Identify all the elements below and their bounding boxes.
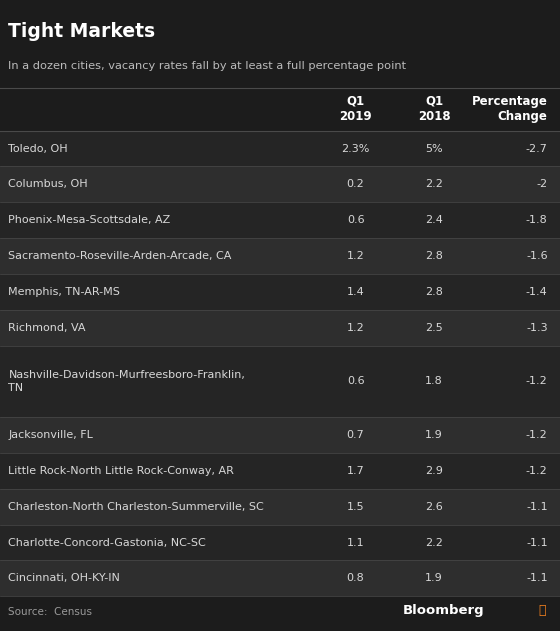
Text: Percentage
Change: Percentage Change — [472, 95, 548, 124]
Bar — [0, 346, 560, 417]
Text: 1.2: 1.2 — [347, 322, 365, 333]
Text: -1.4: -1.4 — [526, 287, 548, 297]
Text: Source:  Census: Source: Census — [8, 607, 92, 617]
Text: -1.3: -1.3 — [526, 322, 548, 333]
Bar — [0, 167, 560, 203]
Bar — [0, 131, 560, 167]
Text: 0.6: 0.6 — [347, 376, 365, 386]
Text: Columbus, OH: Columbus, OH — [8, 179, 88, 189]
Bar — [0, 274, 560, 310]
Text: 1.8: 1.8 — [425, 376, 443, 386]
Text: Charleston-North Charleston-Summerville, SC: Charleston-North Charleston-Summerville,… — [8, 502, 264, 512]
Text: 2.5: 2.5 — [425, 322, 443, 333]
Text: -1.1: -1.1 — [526, 502, 548, 512]
Bar — [0, 417, 560, 453]
Bar — [0, 489, 560, 524]
Text: 1.7: 1.7 — [347, 466, 365, 476]
Text: 2.8: 2.8 — [425, 251, 443, 261]
Text: 2.8: 2.8 — [425, 287, 443, 297]
Text: Charlotte-Concord-Gastonia, NC-SC: Charlotte-Concord-Gastonia, NC-SC — [8, 538, 206, 548]
Text: Richmond, VA: Richmond, VA — [8, 322, 86, 333]
Text: -1.8: -1.8 — [526, 215, 548, 225]
Text: 2.6: 2.6 — [425, 502, 443, 512]
Bar — [0, 310, 560, 346]
Text: -1.2: -1.2 — [526, 376, 548, 386]
Text: Tight Markets: Tight Markets — [8, 22, 156, 41]
Text: 0.2: 0.2 — [347, 179, 365, 189]
Bar — [0, 453, 560, 489]
Bar — [0, 203, 560, 238]
Text: Phoenix-Mesa-Scottsdale, AZ: Phoenix-Mesa-Scottsdale, AZ — [8, 215, 171, 225]
Text: 1.2: 1.2 — [347, 251, 365, 261]
Text: Nashville-Davidson-Murfreesboro-Franklin,
TN: Nashville-Davidson-Murfreesboro-Franklin… — [8, 370, 245, 392]
Text: -1.2: -1.2 — [526, 466, 548, 476]
Text: Bloomberg: Bloomberg — [403, 604, 485, 617]
Text: -2: -2 — [536, 179, 548, 189]
Text: 2.2: 2.2 — [425, 538, 443, 548]
Text: 1.9: 1.9 — [425, 574, 443, 584]
Text: -1.6: -1.6 — [526, 251, 548, 261]
Text: 2.9: 2.9 — [425, 466, 443, 476]
Text: 0.6: 0.6 — [347, 215, 365, 225]
Text: 1.4: 1.4 — [347, 287, 365, 297]
Bar — [0, 560, 560, 596]
Text: Cincinnati, OH-KY-IN: Cincinnati, OH-KY-IN — [8, 574, 120, 584]
Text: Q1
2018: Q1 2018 — [418, 95, 450, 124]
Text: -2.7: -2.7 — [526, 143, 548, 153]
Text: Sacramento-Roseville-Arden-Arcade, CA: Sacramento-Roseville-Arden-Arcade, CA — [8, 251, 232, 261]
Text: -1.2: -1.2 — [526, 430, 548, 440]
Text: -1.1: -1.1 — [526, 538, 548, 548]
Text: 5%: 5% — [425, 143, 443, 153]
Text: Q1
2019: Q1 2019 — [339, 95, 372, 124]
Text: Little Rock-North Little Rock-Conway, AR: Little Rock-North Little Rock-Conway, AR — [8, 466, 234, 476]
Bar — [0, 238, 560, 274]
Text: Toledo, OH: Toledo, OH — [8, 143, 68, 153]
Text: 1.5: 1.5 — [347, 502, 365, 512]
Text: 2.4: 2.4 — [425, 215, 443, 225]
Bar — [0, 524, 560, 560]
Text: 0.8: 0.8 — [347, 574, 365, 584]
Text: In a dozen cities, vacancy rates fall by at least a full percentage point: In a dozen cities, vacancy rates fall by… — [8, 61, 407, 71]
Text: 0.7: 0.7 — [347, 430, 365, 440]
Text: Jacksonville, FL: Jacksonville, FL — [8, 430, 94, 440]
Text: ⧖: ⧖ — [539, 604, 546, 617]
Text: 2.2: 2.2 — [425, 179, 443, 189]
Text: 1.9: 1.9 — [425, 430, 443, 440]
Text: Memphis, TN-AR-MS: Memphis, TN-AR-MS — [8, 287, 120, 297]
Text: 2.3%: 2.3% — [342, 143, 370, 153]
Text: 1.1: 1.1 — [347, 538, 365, 548]
Text: -1.1: -1.1 — [526, 574, 548, 584]
